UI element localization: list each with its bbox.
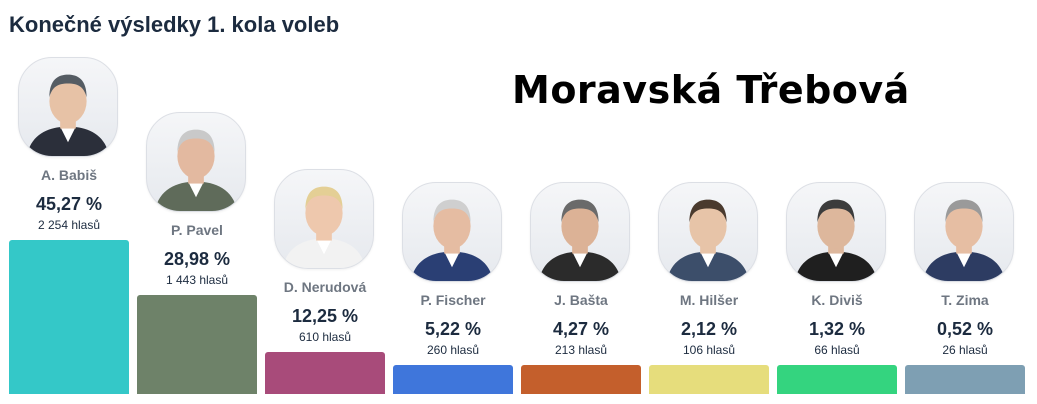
result-bar bbox=[393, 365, 513, 394]
candidate-column: P. Fischer 5,22 % 260 hlasů bbox=[393, 0, 513, 404]
percent-label: 4,27 % bbox=[552, 319, 610, 339]
result-bar bbox=[9, 240, 129, 394]
result-bar bbox=[137, 295, 257, 394]
candidate-name: P. Pavel bbox=[171, 222, 223, 239]
percent-label: 28,98 % bbox=[163, 249, 231, 270]
vote-count: 260 hlasů bbox=[426, 343, 480, 357]
candidate-name: J. Bašta bbox=[554, 292, 608, 308]
percent-label: 5,22 % bbox=[424, 319, 482, 339]
candidate-column: J. Bašta 4,27 % 213 hlasů bbox=[521, 0, 641, 404]
candidate-column: K. Diviš 1,32 % 66 hlasů bbox=[777, 0, 897, 404]
candidate-name: T. Zima bbox=[941, 292, 989, 308]
candidate-column: D. Nerudová 12,25 % 610 hlasů bbox=[265, 0, 385, 404]
candidate-name: M. Hilšer bbox=[679, 292, 739, 308]
result-bar bbox=[777, 365, 897, 394]
percent-label: 12,25 % bbox=[291, 306, 359, 327]
percent-label: 2,12 % bbox=[680, 319, 738, 339]
town-name: Moravská Třebová bbox=[512, 68, 910, 112]
candidate-name: K. Diviš bbox=[811, 292, 863, 308]
candidate-column: T. Zima 0,52 % 26 hlasů bbox=[905, 0, 1025, 404]
portrait-icon bbox=[274, 169, 374, 270]
vote-count: 106 hlasů bbox=[682, 343, 736, 357]
vote-count: 26 hlasů bbox=[942, 343, 988, 357]
portrait-icon bbox=[530, 182, 630, 282]
result-bar bbox=[521, 365, 641, 394]
percent-label: 0,52 % bbox=[936, 319, 994, 339]
portrait-icon bbox=[658, 182, 758, 282]
portrait-icon bbox=[914, 182, 1014, 282]
vote-count: 66 hlasů bbox=[814, 343, 860, 357]
portrait-icon bbox=[146, 112, 246, 213]
candidate-name: A. Babiš bbox=[40, 167, 97, 184]
portrait-icon bbox=[402, 182, 502, 282]
page-title: Konečné výsledky 1. kola voleb bbox=[9, 12, 340, 37]
portrait-icon bbox=[786, 182, 886, 282]
result-bar bbox=[265, 352, 385, 394]
vote-count: 1 443 hlasů bbox=[165, 273, 229, 288]
portrait-icon bbox=[18, 57, 118, 158]
candidate-column: P. Pavel 28,98 % 1 443 hlasů bbox=[137, 0, 257, 404]
candidate-column: A. Babiš 45,27 % 2 254 hlasů bbox=[9, 0, 129, 404]
vote-count: 2 254 hlasů bbox=[37, 218, 101, 233]
vote-count: 610 hlasů bbox=[298, 330, 352, 345]
percent-label: 45,27 % bbox=[35, 194, 103, 215]
result-bar bbox=[905, 365, 1025, 394]
candidate-column: M. Hilšer 2,12 % 106 hlasů bbox=[649, 0, 769, 404]
candidate-name: D. Nerudová bbox=[283, 279, 367, 296]
percent-label: 1,32 % bbox=[808, 319, 866, 339]
vote-count: 213 hlasů bbox=[554, 343, 608, 357]
result-bar bbox=[649, 365, 769, 394]
candidate-name: P. Fischer bbox=[420, 292, 486, 308]
